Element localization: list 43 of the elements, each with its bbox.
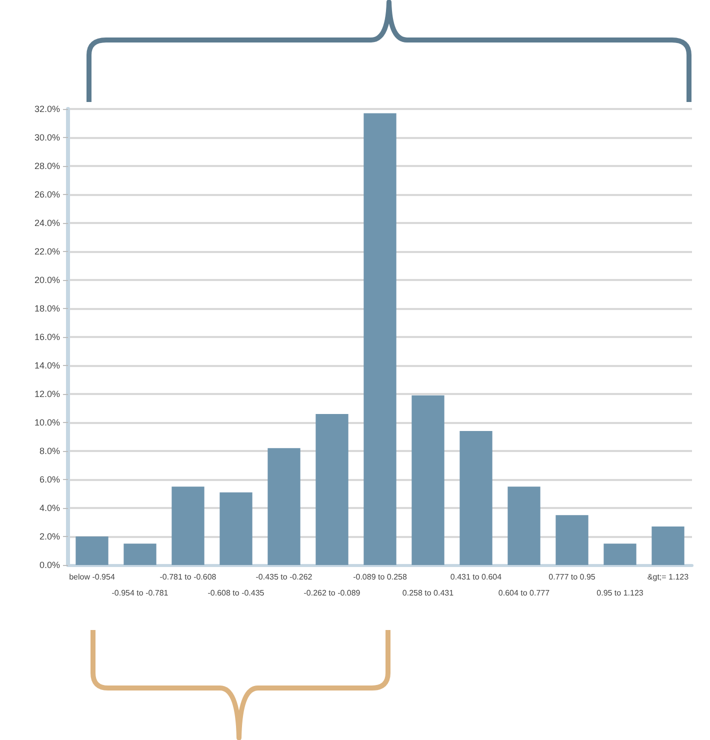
y-tick-label: 12.0% xyxy=(34,389,60,399)
x-tick-label: -0.608 to -0.435 xyxy=(208,588,265,598)
bar xyxy=(556,515,588,565)
bar xyxy=(76,536,108,565)
x-tick-label: 0.95 to 1.123 xyxy=(596,588,644,598)
y-tick-label: 6.0% xyxy=(39,474,60,484)
bar xyxy=(460,431,492,565)
x-tick-label: 0.604 to 0.777 xyxy=(498,588,550,598)
bar xyxy=(172,486,204,565)
y-tick-label: 20.0% xyxy=(34,275,60,285)
bar xyxy=(508,486,540,565)
y-tick-label: 22.0% xyxy=(34,246,60,256)
bar xyxy=(652,526,684,565)
bar xyxy=(604,544,636,565)
x-tick-label: below -0.954 xyxy=(69,572,116,582)
x-tick-label: -0.954 to -0.781 xyxy=(112,588,169,598)
y-tick-label: 16.0% xyxy=(34,332,60,342)
y-tick-label: 28.0% xyxy=(34,161,60,171)
y-tick-label: 10.0% xyxy=(34,418,60,428)
bar xyxy=(268,448,300,565)
bar xyxy=(220,492,252,565)
bar xyxy=(124,544,156,565)
y-tick-label: 24.0% xyxy=(34,218,60,228)
x-tick-label: -0.089 to 0.258 xyxy=(353,572,408,582)
y-tick-label: 0.0% xyxy=(39,560,60,570)
x-tick-label: -0.262 to -0.089 xyxy=(304,588,361,598)
x-tick-label: -0.781 to -0.608 xyxy=(160,572,217,582)
y-tick-label: 32.0% xyxy=(34,104,60,114)
x-tick-label: 0.431 to 0.604 xyxy=(450,572,502,582)
y-tick-label: 2.0% xyxy=(39,532,60,542)
x-tick-label: 0.258 to 0.431 xyxy=(402,588,454,598)
y-tick-label: 30.0% xyxy=(34,132,60,142)
y-tick-label: 8.0% xyxy=(39,446,60,456)
x-tick-label: 0.777 to 0.95 xyxy=(548,572,596,582)
bar xyxy=(412,395,444,565)
bar xyxy=(316,414,348,565)
x-tick-label: -0.435 to -0.262 xyxy=(256,572,313,582)
y-tick-label: 14.0% xyxy=(34,360,60,370)
bar xyxy=(364,113,396,565)
y-tick-label: 18.0% xyxy=(34,304,60,314)
x-tick-label: &gt;= 1.123 xyxy=(647,572,690,582)
y-tick-label: 26.0% xyxy=(34,190,60,200)
y-tick-label: 4.0% xyxy=(39,503,60,513)
